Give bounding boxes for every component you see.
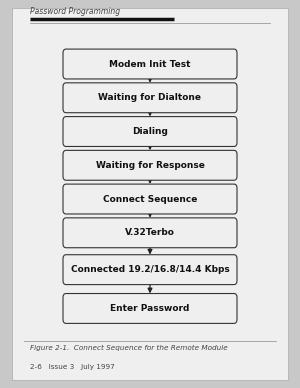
Text: Dialing: Dialing: [132, 127, 168, 136]
Text: Waiting for Response: Waiting for Response: [96, 161, 204, 170]
FancyBboxPatch shape: [63, 116, 237, 146]
FancyBboxPatch shape: [63, 293, 237, 324]
FancyBboxPatch shape: [63, 184, 237, 214]
Text: Password Programming: Password Programming: [30, 7, 120, 16]
Text: Connect Sequence: Connect Sequence: [103, 194, 197, 204]
Text: Waiting for Dialtone: Waiting for Dialtone: [98, 93, 202, 102]
Text: Figure 2-1.  Connect Sequence for the Remote Module: Figure 2-1. Connect Sequence for the Rem…: [30, 345, 228, 351]
Text: Connected 19.2/16.8/14.4 Kbps: Connected 19.2/16.8/14.4 Kbps: [70, 265, 230, 274]
Text: Enter Password: Enter Password: [110, 304, 190, 313]
FancyBboxPatch shape: [63, 49, 237, 79]
FancyBboxPatch shape: [63, 255, 237, 285]
FancyBboxPatch shape: [63, 151, 237, 180]
Text: V.32Terbo: V.32Terbo: [125, 228, 175, 237]
FancyBboxPatch shape: [63, 83, 237, 113]
Text: Modem Init Test: Modem Init Test: [109, 59, 191, 69]
Text: 2-6   Issue 3   July 1997: 2-6 Issue 3 July 1997: [30, 364, 115, 371]
FancyBboxPatch shape: [63, 218, 237, 248]
